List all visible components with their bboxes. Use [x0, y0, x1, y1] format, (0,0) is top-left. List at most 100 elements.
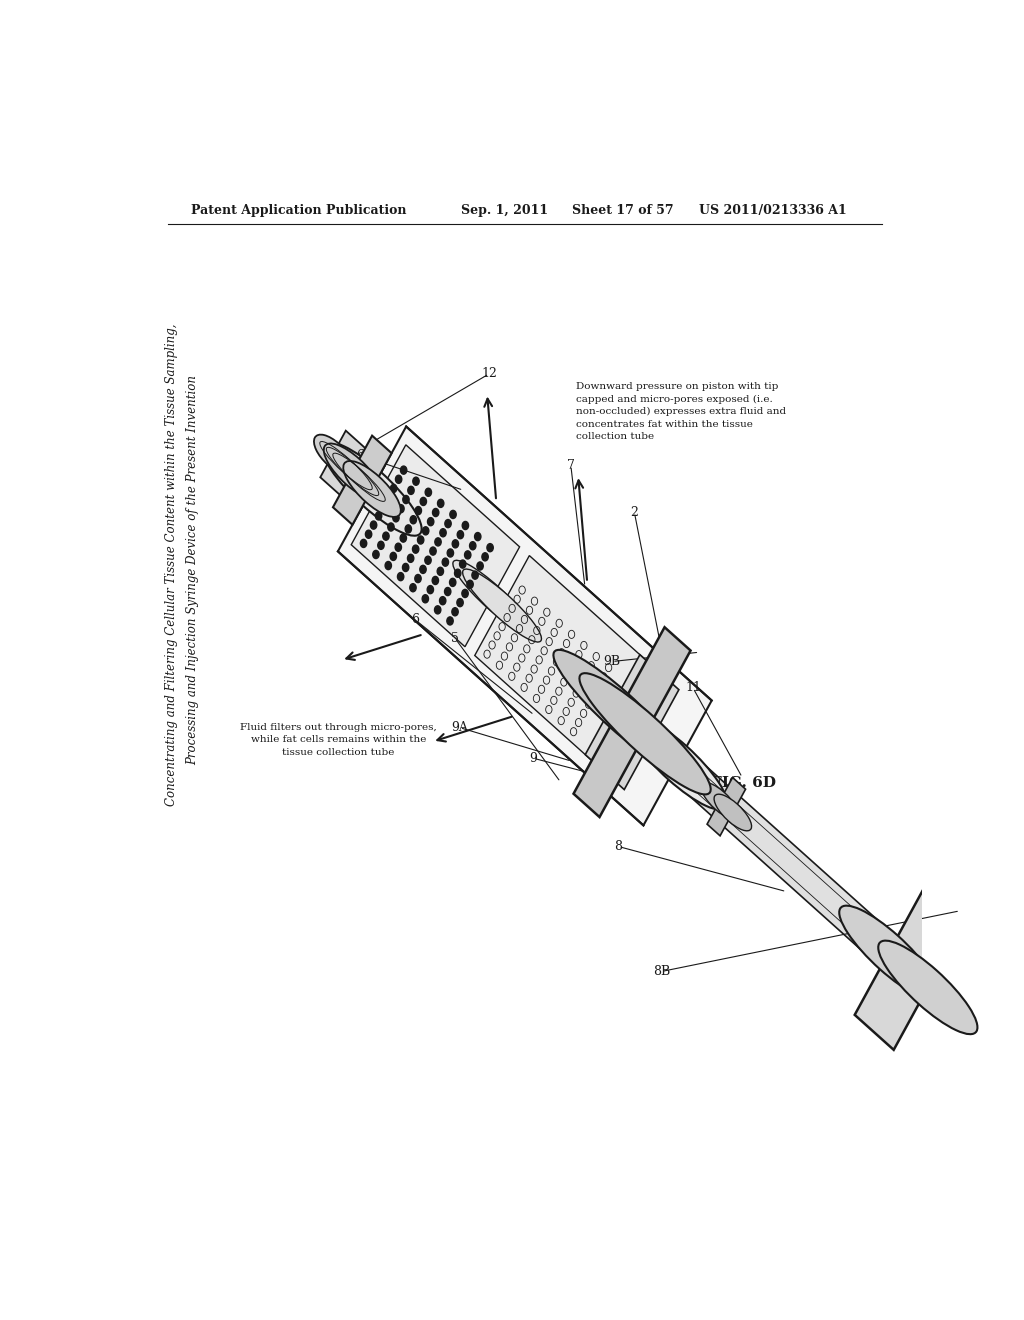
Circle shape [460, 560, 466, 568]
Circle shape [425, 556, 431, 564]
Ellipse shape [701, 783, 738, 820]
Polygon shape [573, 627, 690, 817]
Polygon shape [333, 436, 391, 525]
Polygon shape [637, 719, 910, 979]
Text: FIG. 6D: FIG. 6D [712, 776, 776, 791]
Ellipse shape [879, 941, 978, 1034]
Circle shape [472, 572, 478, 579]
Polygon shape [351, 445, 519, 647]
Polygon shape [586, 655, 679, 789]
Circle shape [395, 475, 401, 483]
Circle shape [444, 520, 452, 528]
Circle shape [467, 581, 473, 589]
Text: Fluid filters out through micro-pores,
while fat cells remains within the
tissue: Fluid filters out through micro-pores, w… [240, 722, 436, 756]
Polygon shape [338, 426, 712, 825]
Circle shape [381, 503, 387, 511]
Circle shape [440, 529, 446, 537]
Text: Sheet 17 of 57: Sheet 17 of 57 [572, 205, 674, 216]
Circle shape [425, 488, 431, 496]
Circle shape [418, 536, 424, 544]
Circle shape [415, 507, 422, 515]
Text: US 2011/0213336 A1: US 2011/0213336 A1 [699, 205, 847, 216]
Circle shape [420, 498, 427, 506]
Circle shape [390, 552, 396, 561]
Text: 9A: 9A [452, 721, 468, 734]
Circle shape [446, 616, 454, 624]
Circle shape [378, 541, 384, 549]
Circle shape [408, 554, 414, 562]
Circle shape [400, 466, 407, 474]
Text: 12: 12 [481, 367, 497, 380]
Circle shape [427, 586, 433, 594]
Circle shape [411, 516, 417, 524]
Text: 8B: 8B [652, 965, 670, 978]
Ellipse shape [343, 461, 400, 517]
Circle shape [427, 517, 434, 525]
Circle shape [462, 521, 469, 529]
Circle shape [408, 486, 414, 495]
Circle shape [413, 477, 419, 486]
Circle shape [420, 565, 426, 573]
Ellipse shape [314, 434, 352, 474]
Circle shape [455, 569, 461, 577]
Circle shape [376, 512, 382, 520]
Circle shape [423, 527, 429, 535]
Circle shape [402, 495, 410, 504]
Circle shape [373, 550, 379, 558]
Ellipse shape [840, 906, 938, 999]
Circle shape [434, 606, 441, 614]
Circle shape [450, 511, 457, 519]
Circle shape [437, 568, 443, 576]
Circle shape [450, 578, 456, 586]
Text: Patent Application Publication: Patent Application Publication [191, 205, 407, 216]
Circle shape [432, 577, 438, 585]
Text: 9: 9 [528, 751, 537, 764]
Circle shape [413, 545, 419, 553]
Ellipse shape [323, 442, 422, 536]
Circle shape [453, 540, 459, 548]
Polygon shape [475, 556, 646, 760]
Ellipse shape [339, 458, 418, 531]
Text: Concentrating and Filtering Cellular Tissue Content within the Tissue Sampling,: Concentrating and Filtering Cellular Tis… [165, 323, 178, 807]
Circle shape [430, 546, 436, 556]
Circle shape [383, 532, 389, 540]
Polygon shape [855, 890, 962, 1049]
Circle shape [447, 549, 454, 557]
Text: 11: 11 [685, 681, 701, 694]
Ellipse shape [714, 795, 752, 830]
Ellipse shape [463, 569, 542, 642]
Circle shape [444, 587, 451, 595]
Text: 5: 5 [451, 632, 459, 644]
Polygon shape [321, 430, 385, 512]
Circle shape [385, 561, 391, 570]
Circle shape [435, 537, 441, 546]
Circle shape [432, 508, 439, 516]
Circle shape [457, 598, 463, 607]
Ellipse shape [580, 675, 658, 747]
Circle shape [442, 558, 449, 566]
Text: 7: 7 [567, 459, 574, 471]
Text: Sep. 1, 2011: Sep. 1, 2011 [461, 205, 549, 216]
Text: 9B: 9B [603, 655, 621, 668]
Text: 6: 6 [355, 449, 364, 462]
Text: 8: 8 [614, 840, 623, 853]
Circle shape [415, 574, 421, 582]
Circle shape [410, 583, 416, 591]
Circle shape [402, 564, 409, 572]
Circle shape [487, 544, 494, 552]
Circle shape [439, 597, 445, 605]
Polygon shape [708, 777, 745, 836]
Circle shape [390, 484, 396, 492]
Ellipse shape [580, 673, 711, 795]
Text: 2: 2 [631, 506, 638, 519]
Circle shape [457, 531, 464, 539]
Circle shape [474, 532, 481, 541]
Circle shape [462, 590, 468, 598]
Circle shape [397, 504, 404, 512]
Circle shape [360, 540, 367, 548]
Ellipse shape [453, 560, 531, 634]
Circle shape [400, 535, 407, 543]
Circle shape [482, 553, 488, 561]
Circle shape [371, 521, 377, 529]
Circle shape [452, 607, 458, 616]
